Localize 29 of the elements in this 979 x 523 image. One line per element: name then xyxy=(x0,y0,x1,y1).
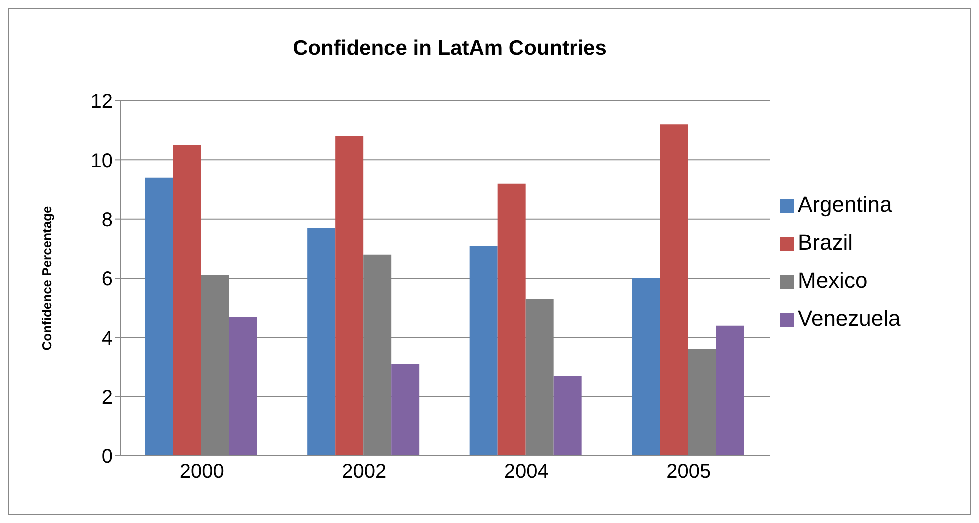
bar xyxy=(145,178,174,456)
bar xyxy=(229,316,258,456)
bar xyxy=(470,246,498,456)
y-tick-label: 8 xyxy=(102,209,113,232)
y-tick-label: 6 xyxy=(102,268,113,291)
y-tick-label: 12 xyxy=(90,91,113,114)
bar xyxy=(660,124,688,456)
y-tick-label: 2 xyxy=(102,386,113,409)
y-tick-label: 10 xyxy=(90,150,113,172)
x-tick-label: 2000 xyxy=(180,461,224,484)
bar xyxy=(716,326,744,456)
x-tick-label: 2004 xyxy=(504,461,549,484)
bar xyxy=(392,364,420,456)
bar xyxy=(554,376,582,456)
legend-label: Argentina xyxy=(798,192,892,216)
legend-label: Venezuela xyxy=(798,306,901,330)
legend-label: Mexico xyxy=(798,268,868,292)
y-tick-label: 0 xyxy=(102,446,113,468)
bar xyxy=(632,278,660,456)
bar xyxy=(173,145,202,456)
x-tick-label: 2002 xyxy=(342,461,387,484)
bar xyxy=(336,136,364,456)
y-tick-label: 4 xyxy=(102,328,113,350)
x-tick-label: 2005 xyxy=(666,461,712,484)
y-axis-title: Confidence Percentage xyxy=(40,206,55,351)
bar xyxy=(308,228,336,456)
bar xyxy=(498,184,526,456)
chart-title: Confidence in LatAm Countries xyxy=(292,37,608,61)
legend-label: Brazil xyxy=(798,230,854,254)
